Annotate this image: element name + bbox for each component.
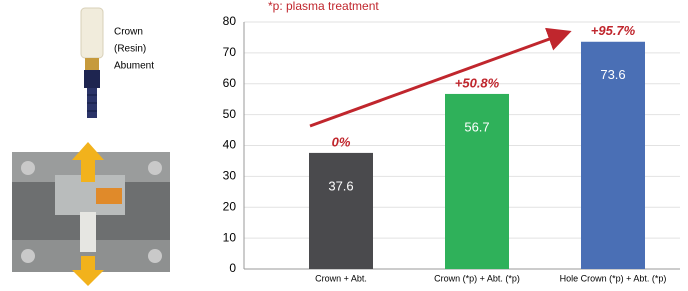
bar bbox=[309, 153, 373, 269]
trend-arrow bbox=[310, 33, 566, 126]
annotation: 0% bbox=[332, 134, 351, 149]
annotation: +50.8% bbox=[455, 75, 500, 90]
y-tick-label: 80 bbox=[223, 14, 237, 28]
abutment-image bbox=[81, 8, 103, 118]
y-tick-label: 50 bbox=[223, 107, 237, 121]
test-photo bbox=[12, 142, 170, 286]
y-tick-label: 70 bbox=[223, 45, 237, 59]
y-tick-label: 10 bbox=[223, 230, 237, 244]
image-label: Abument bbox=[114, 61, 154, 72]
x-tick-label: Crown + Abt. bbox=[315, 273, 367, 283]
y-tick-label: 0 bbox=[229, 261, 236, 275]
value-label: 73.6 bbox=[600, 67, 625, 82]
y-tick-label: 30 bbox=[223, 169, 237, 183]
image-label: Crown bbox=[114, 27, 143, 38]
annotation: +95.7% bbox=[591, 23, 636, 38]
y-tick-label: 60 bbox=[223, 76, 237, 90]
y-tick-label: 40 bbox=[223, 138, 237, 152]
value-label: 56.7 bbox=[464, 119, 489, 134]
chart-subtitle: *p: plasma treatment bbox=[268, 0, 379, 13]
y-tick-label: 20 bbox=[223, 199, 237, 213]
value-label: 37.6 bbox=[328, 178, 353, 193]
x-tick-label: Crown (*p) + Abt. (*p) bbox=[434, 273, 520, 283]
x-tick-label: Hole Crown (*p) + Abt. (*p) bbox=[560, 273, 667, 283]
page: Crown (Resin) Abument *p: plasma treatme… bbox=[0, 0, 688, 286]
image-label: (Resin) bbox=[114, 44, 146, 55]
